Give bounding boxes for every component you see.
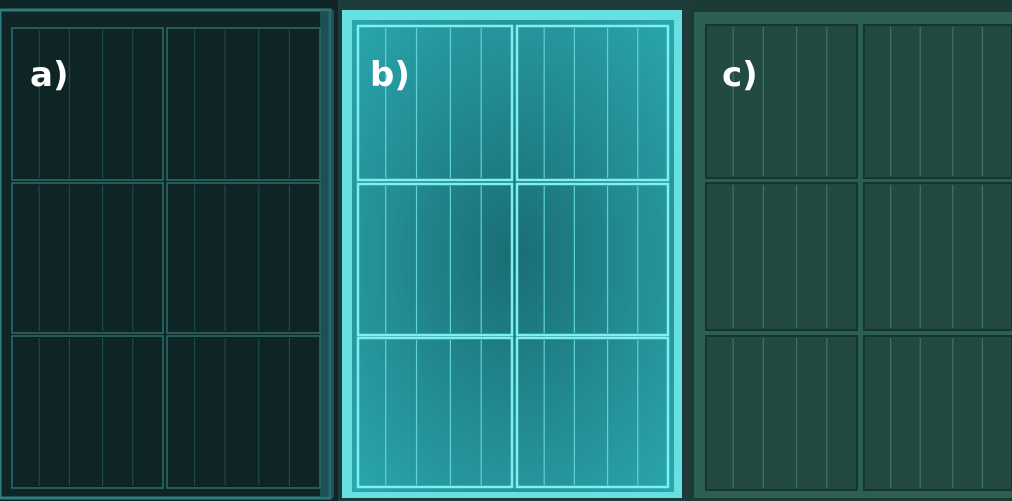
panel-label: c)	[722, 55, 758, 95]
page: a) b) c) (() => { const data = JSON.pars…	[0, 0, 1012, 501]
solar-cell	[706, 25, 857, 178]
solar-cell	[167, 28, 320, 180]
solar-cell	[12, 28, 163, 180]
solar-cell	[864, 336, 1012, 490]
panel-a-edge	[320, 10, 334, 498]
solar-cell	[706, 183, 857, 330]
solar-cell	[706, 336, 857, 490]
photo: a) b) c)	[0, 0, 1012, 501]
solar-cell	[167, 183, 320, 333]
panel-label: a)	[30, 55, 68, 95]
solar-cell	[167, 336, 320, 488]
solar-cell	[12, 183, 163, 333]
panel-label: b)	[370, 55, 410, 95]
solar-cell	[12, 336, 163, 488]
solar-cell	[864, 183, 1012, 330]
solar-cell	[864, 25, 1012, 178]
